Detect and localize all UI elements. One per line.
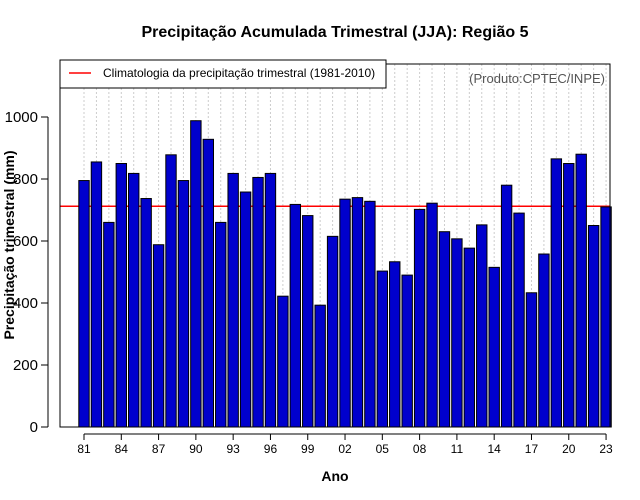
bar-1992 [215, 221, 227, 428]
x-tick-label: 87 [152, 442, 166, 456]
bar-1988 [165, 154, 177, 428]
bar-2013 [476, 224, 488, 428]
y-axis-title: Precipitação trimestral (mm) [1, 150, 17, 339]
x-tick-label: 99 [301, 442, 315, 456]
x-tick-label: 93 [226, 442, 240, 456]
chart-title: Precipitação Acumulada Trimestral (JJA):… [141, 24, 528, 41]
legend-label: Climatologia da precipitação trimestral … [103, 66, 375, 80]
bar-2011 [451, 238, 463, 428]
bar-1983 [103, 221, 115, 428]
bar-1996 [264, 172, 277, 428]
bar-2000 [314, 304, 326, 428]
bar-1982 [90, 161, 103, 428]
bar-2002 [339, 198, 351, 428]
x-tick-label: 17 [525, 442, 539, 456]
bar-2016 [513, 212, 525, 428]
bar-2009 [426, 202, 438, 428]
y-tick-label: 800 [13, 171, 38, 188]
bar-1986 [140, 198, 152, 428]
bar-2020 [563, 163, 575, 428]
y-tick-label: 400 [13, 295, 38, 312]
x-tick-label: 14 [488, 442, 502, 456]
x-tick-label: 05 [376, 442, 390, 456]
bar-1981 [78, 180, 90, 428]
bar-1998 [289, 203, 302, 428]
x-tick-label: 96 [264, 442, 278, 456]
x-tick-label: 20 [562, 442, 576, 456]
bar-2022 [587, 225, 600, 428]
bar-1984 [115, 163, 127, 428]
bar-2019 [550, 158, 563, 428]
x-axis: 81 84 87 90 93 96 99 02 05 08 11 14 17 20 23 [77, 433, 613, 456]
bar-2015 [500, 184, 513, 428]
bar-2003 [351, 197, 364, 428]
bar-1999 [302, 215, 314, 428]
legend-box [59, 59, 387, 89]
x-tick-label: 84 [115, 442, 129, 456]
credit-text: (Produto:CPTEC/INPE) [469, 71, 605, 86]
bar-2018 [538, 253, 550, 428]
bar-2005 [376, 270, 389, 428]
bar-1985 [128, 172, 140, 428]
bar-1990 [190, 120, 202, 428]
x-tick-label: 02 [338, 442, 352, 456]
bar-2021 [575, 153, 587, 428]
bar-2006 [389, 261, 401, 428]
bars [78, 120, 612, 428]
x-axis-title: Ano [321, 468, 348, 484]
bar-1989 [177, 180, 190, 428]
y-tick-label: 0 [30, 419, 38, 436]
x-tick-label: 08 [413, 442, 427, 456]
bar-2010 [438, 231, 451, 428]
bar-2012 [463, 247, 476, 428]
bar-1997 [277, 295, 289, 428]
bar-2007 [401, 274, 413, 428]
bar-2017 [525, 292, 538, 428]
bar-1995 [252, 176, 264, 428]
bar-2001 [326, 235, 339, 428]
x-tick-label: 81 [77, 442, 91, 456]
bar-1987 [152, 244, 165, 428]
y-axis: 0 200 400 600 800 1000 [5, 109, 49, 436]
bar-1991 [202, 138, 215, 428]
y-tick-label: 1000 [5, 109, 38, 126]
x-tick-label: 11 [451, 442, 464, 456]
bar-2014 [488, 266, 500, 428]
x-tick-label: 23 [599, 442, 613, 456]
x-tick-label: 90 [189, 442, 203, 456]
legend: Climatologia da precipitação trimestral … [59, 59, 387, 89]
bar-2004 [364, 200, 376, 428]
bar-1993 [227, 172, 239, 428]
bar-2008 [413, 208, 426, 428]
y-tick-label: 200 [13, 357, 38, 374]
y-tick-label: 600 [13, 233, 38, 250]
bar-1994 [239, 191, 252, 428]
